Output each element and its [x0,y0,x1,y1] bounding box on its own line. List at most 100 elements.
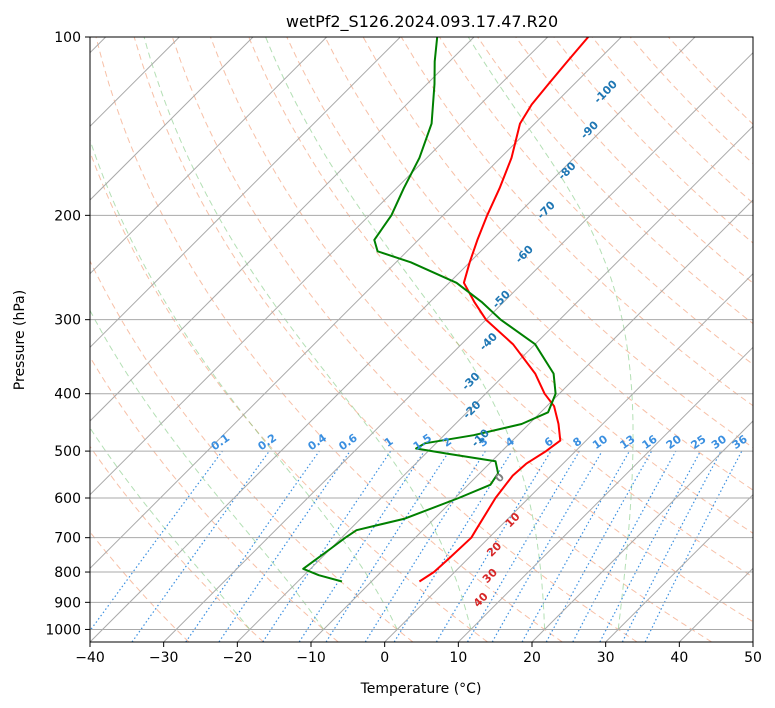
x-tick-label: 10 [449,650,467,666]
moist-adiabat-3 [143,37,472,630]
moist-adiabat-4 [265,37,546,630]
mixing-ratio-label: 0.1 [209,431,232,453]
isotherm--50 [90,37,622,570]
x-tick-label: −40 [75,650,105,666]
isotherm-50 [752,641,753,642]
mixing-ratio-line-3 [218,450,351,642]
dry-adiabat-5 [95,37,563,642]
isotherm-10 [457,346,753,642]
isotherm-label: 0 [492,470,507,485]
x-tick-label: −30 [149,650,179,666]
x-tick-label: 0 [380,650,389,666]
mixing-ratio-label: 25 [689,433,709,452]
y-tick-label: 600 [54,491,81,507]
mixing-ratio-line-1 [131,450,270,642]
isotherm-20 [531,420,753,642]
isotherm--80 [90,37,401,349]
iso-labels: 0.1 0.2 0.4 0.6 1 1.5 2 3 4 6 8 10 13 16 20 25 30 36-100-… [209,77,750,610]
dry-adiabat-2 [90,356,339,642]
dry-adiabat-0 [90,531,190,642]
isotherm--100 [90,37,254,201]
isotherm--10 [310,199,753,642]
mixing-ratio-label: 16 [640,432,660,452]
mixing-ratio-line-15 [599,450,702,642]
mixing-ratio-label: 0.4 [306,431,330,453]
dry-adiabat-8 [210,37,753,623]
mixing-ratio-line-7 [364,450,486,642]
moist-adiabat-0 [90,427,251,630]
isotherm--90 [90,37,328,275]
mixing-ratio-line-0 [90,450,223,632]
isotherm--40 [90,37,696,642]
mixing-ratio-label: 0.2 [256,431,279,453]
x-tick-label: −20 [223,650,253,666]
y-axis: 100 200 300 400 500 600 700 800 900 1000 [45,30,90,638]
y-tick-label: 500 [54,444,81,460]
mixing-ratio-label: 36 [730,432,750,452]
isotherm-label: -60 [513,242,536,265]
dry-adiabat-10 [286,37,753,534]
mixing-ratio-line-6 [325,450,450,642]
dry-adiabat-7 [171,37,712,642]
mixing-ratio-line-4 [262,450,392,642]
x-tick-label: 40 [670,650,688,666]
dry-adiabat-20 [668,37,753,125]
isotherm-40 [678,567,753,642]
dry-adiabat-4 [90,150,488,642]
grid-lines [90,37,753,642]
x-tick-label: 50 [744,650,762,666]
mixing-ratio-line-14 [572,450,677,642]
mixing-ratio-label: 30 [709,432,729,452]
mixing-ratio-line-13 [545,450,653,642]
y-tick-label: 700 [54,531,81,547]
x-tick-label: −10 [296,650,326,666]
mixing-ratio-label: 10 [590,432,610,452]
isotherm-label: 30 [480,566,500,586]
dry-adiabat-18 [591,37,753,204]
y-tick-label: 800 [54,565,81,581]
mixing-ratio-label: 13 [617,433,637,452]
y-tick-label: 400 [54,387,81,403]
dry-adiabat-3 [90,259,414,642]
isotherm--60 [90,37,549,496]
series-lines [302,37,589,583]
y-tick-label: 1000 [45,622,81,638]
y-tick-label: 300 [54,313,81,329]
isotherm-label: 20 [484,539,504,559]
isotherm-0 [384,272,753,642]
isotherm-label: -30 [459,370,482,393]
mixing-ratio-label: 6 [542,435,556,450]
x-axis-label: Temperature (°C) [360,681,482,697]
mixing-ratio-line-12 [521,450,631,642]
y-tick-label: 900 [54,595,81,611]
temperature-line [418,37,589,583]
mixing-ratio-label: 20 [664,432,684,452]
mixing-ratio-label: 8 [571,435,585,450]
isotherm-30 [605,493,753,642]
x-tick-label: 30 [597,650,615,666]
isotherm--20 [236,125,753,642]
isotherm--30 [163,51,753,642]
x-tick-label: 20 [523,650,541,666]
chart-title: wetPf2_S126.2024.093.17.47.R20 [286,12,558,32]
moist-adiabat-5 [467,37,634,630]
isotherm-label: 10 [503,510,523,530]
background-lines [90,37,753,642]
dry-adiabat-11 [324,37,753,491]
isotherm-label: -40 [477,330,500,353]
dry-adiabat-1 [90,445,264,642]
mixing-ratio-line-2 [185,450,320,642]
plot-frame [89,36,754,643]
dry-adiabat-16 [515,37,753,284]
mixing-ratio-line-17 [644,450,743,642]
x-axis: −40 −30 −20 −10 0 10 20 30 40 50 [75,642,762,666]
moist-adiabat-1 [90,309,325,630]
dry-adiabat-9 [248,37,753,578]
y-axis-label: Pressure (hPa) [12,290,28,390]
isotherm-label: -70 [535,198,558,221]
isotherm--70 [90,37,475,422]
mixing-ratio-line-5 [298,450,425,642]
mixing-ratio-line-8 [393,450,513,642]
dry-adiabat-6 [133,37,638,642]
